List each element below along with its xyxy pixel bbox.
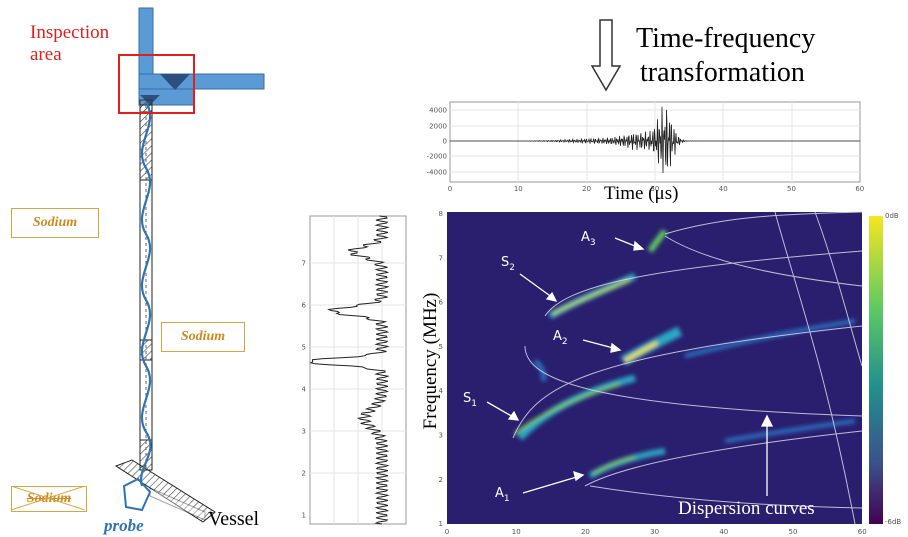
transformation-title: Time-frequency transformation <box>636 22 815 90</box>
signal-y-tick: -4000 <box>427 169 447 177</box>
inspection-area-box <box>118 54 195 114</box>
signal-x-tick: 30 <box>650 185 659 193</box>
spectrogram-x-tick: 50 <box>789 528 798 536</box>
upper-pipe <box>138 7 154 75</box>
mode-label-a3: A3 <box>581 230 596 248</box>
dispersion-curves-label: Dispersion curves <box>678 498 815 519</box>
vessel-label: Vessel <box>208 508 260 530</box>
sodium-label-2: Sodium <box>161 322 245 352</box>
sodium-strike-icon <box>11 486 85 510</box>
signal-x-tick: 10 <box>514 185 523 193</box>
mode-label-a2: A2 <box>553 329 568 347</box>
colorbar <box>869 216 883 524</box>
signal-y-tick: 2000 <box>429 123 447 131</box>
spectrogram-y-tick: 8 <box>439 210 443 218</box>
mode-label-s1: S1 <box>463 391 477 409</box>
transformation-line2: transformation <box>640 57 805 88</box>
spectrogram-y-tick: 1 <box>439 520 443 528</box>
inspection-area-label: Inspection area <box>30 22 109 66</box>
spectrogram-x-tick: 60 <box>858 528 867 536</box>
spectrogram-x-tick: 10 <box>512 528 521 536</box>
sodium-label-1: Sodium <box>11 208 99 238</box>
spectrum-y-tick: 7 <box>302 260 306 268</box>
signal-x-tick: 0 <box>448 185 452 193</box>
spectrogram-y-tick: 2 <box>439 476 443 484</box>
signal-y-tick: 4000 <box>429 107 447 115</box>
guided-wave <box>139 101 152 487</box>
spectrogram-y-tick: 6 <box>439 299 444 307</box>
signal-y-tick: 0 <box>443 138 447 146</box>
down-arrow-icon <box>590 19 622 92</box>
spectrogram-y-tick: 3 <box>439 432 443 440</box>
time-signal-plot: 4000 2000 0 -2000 -4000 0 10 20 30 40 50 60 <box>427 101 864 193</box>
mode-label-s2: S2 <box>501 255 515 273</box>
spectrogram-x-tick: 30 <box>650 528 659 536</box>
colorbar-max-label: 0dB <box>885 212 899 220</box>
spectrogram-y-tick: 4 <box>439 387 444 395</box>
spectrogram-x-tick: 0 <box>445 528 449 536</box>
structure-schematic <box>114 7 265 523</box>
time-axis-title: Time (μs) <box>604 183 679 204</box>
spectrogram-plot: 0 10 20 30 40 50 60 8 7 6 5 4 3 2 1 A3 <box>439 210 902 536</box>
mode-label-a1: A1 <box>495 486 510 504</box>
spectrogram-y-tick: 5 <box>439 343 443 351</box>
signal-y-tick: -2000 <box>427 153 447 161</box>
probe-label: probe <box>104 516 144 535</box>
spectrum-curve <box>309 215 390 525</box>
spectrum-y-tick: 2 <box>302 470 306 478</box>
spectrum-y-tick: 5 <box>302 344 306 352</box>
colorbar-min-label: -6dB <box>885 518 901 526</box>
probe-shape <box>122 477 152 512</box>
spectrum-y-tick: 3 <box>302 428 306 436</box>
signal-x-tick: 40 <box>719 185 728 193</box>
spectrogram-x-tick: 40 <box>719 528 728 536</box>
inspection-label-line1: Inspection <box>30 22 110 43</box>
spectrum-y-tick: 4 <box>302 386 307 394</box>
signal-x-tick: 50 <box>787 185 796 193</box>
transformation-line1: Time-frequency <box>636 23 816 54</box>
inspection-label-line2: area <box>30 44 62 65</box>
spectrum-y-tick: 1 <box>302 512 306 520</box>
spectrum-y-tick: 6 <box>302 302 307 310</box>
signal-x-tick: 60 <box>855 185 864 193</box>
signal-x-tick: 20 <box>582 185 591 193</box>
spectrogram-x-tick: 20 <box>581 528 590 536</box>
frequency-spectrum-plot: 7 6 5 4 3 2 1 <box>302 215 407 525</box>
signal-waveform <box>450 106 860 174</box>
spectrogram-y-tick: 7 <box>439 254 443 262</box>
horizontal-branch <box>138 73 265 90</box>
